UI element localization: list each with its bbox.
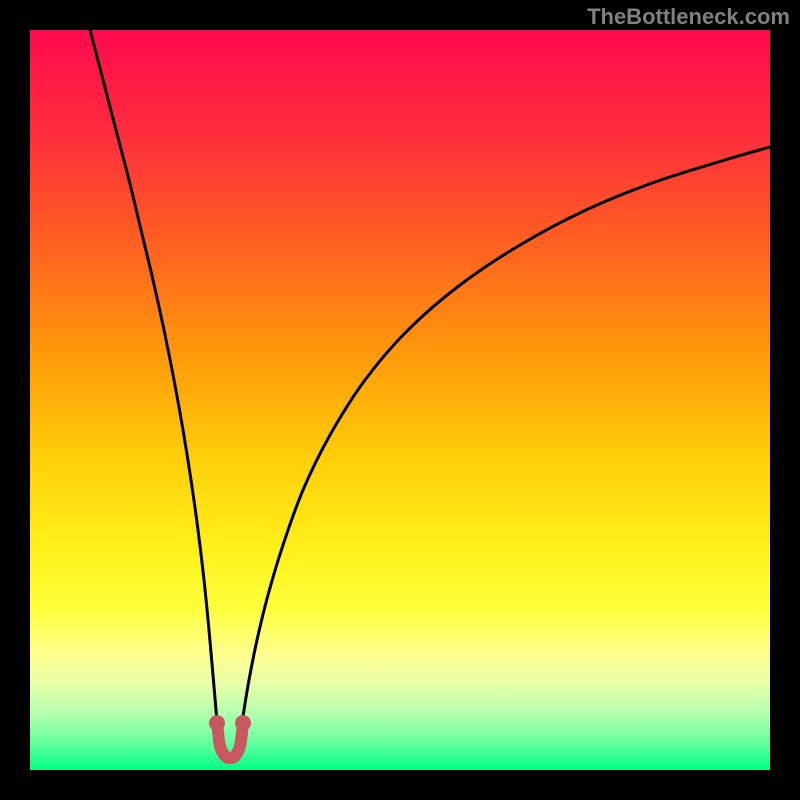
curve-left <box>90 30 218 730</box>
plot-area <box>30 30 770 770</box>
curves-layer <box>30 30 770 770</box>
trough-endpoint-right <box>235 715 251 731</box>
chart-container: TheBottleneck.com <box>0 0 800 800</box>
curve-right <box>241 147 770 730</box>
trough-endpoint-left <box>209 715 225 731</box>
attribution-label: TheBottleneck.com <box>587 4 790 30</box>
